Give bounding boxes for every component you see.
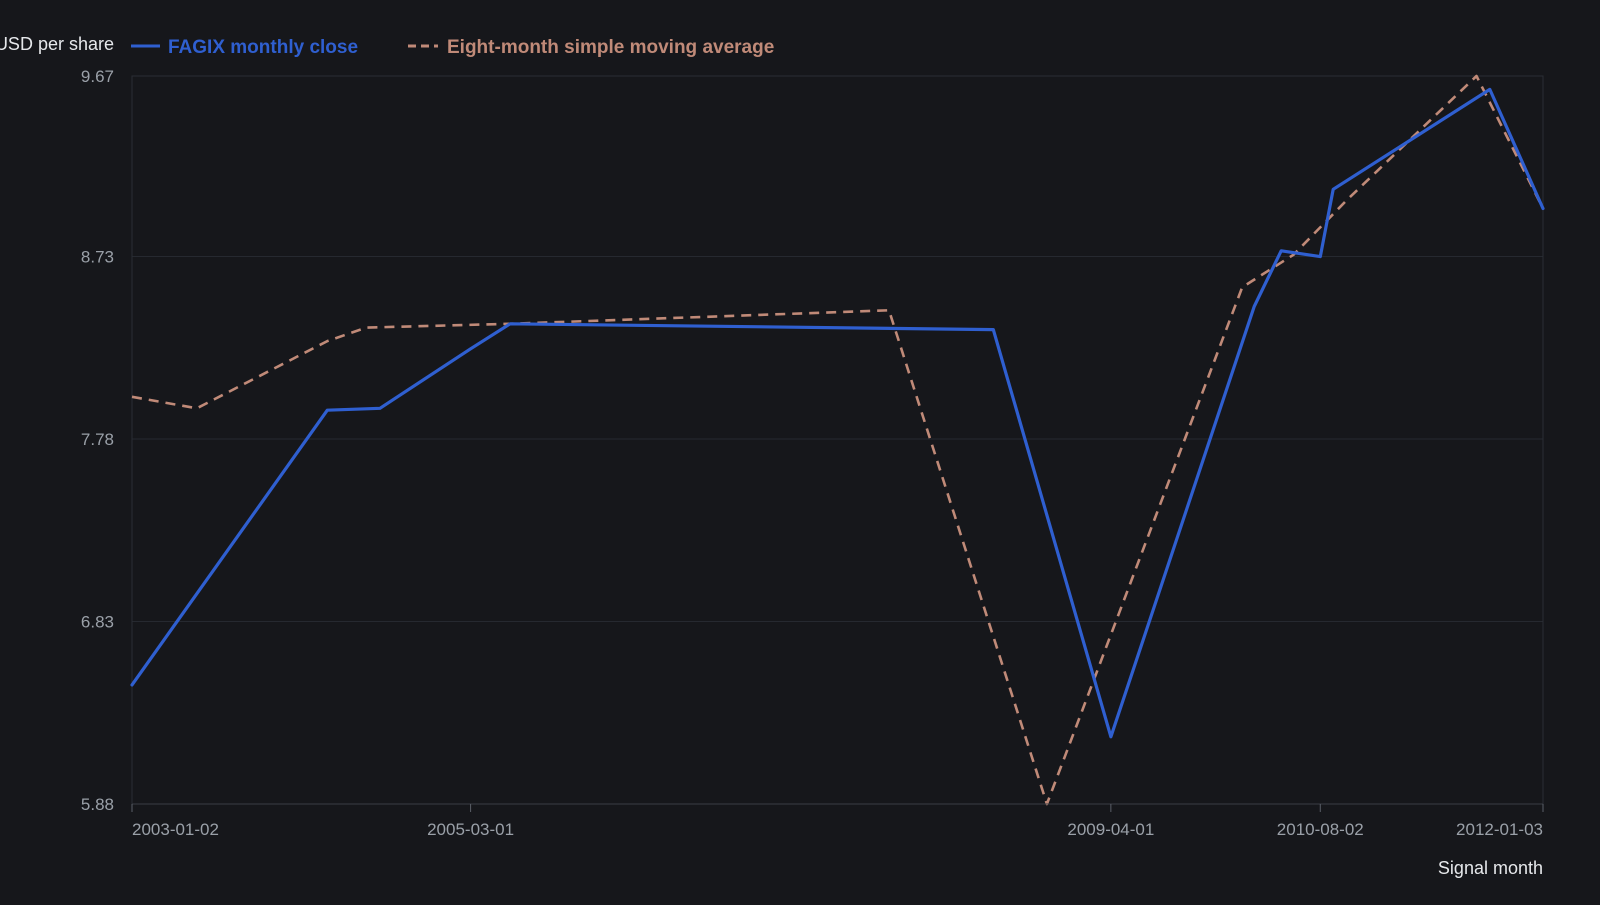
- legend-label-moving-average: Eight-month simple moving average: [447, 37, 774, 58]
- plot-frame: [131, 75, 1544, 805]
- series-line-fagix: [130, 87, 1545, 739]
- legend-label-fagix: FAGIX monthly close: [168, 37, 358, 58]
- x-tick-label: 2005-03-01: [427, 820, 514, 839]
- x-tick-label: 2012-01-03: [1456, 820, 1543, 839]
- x-tick-label: 2009-04-01: [1067, 820, 1154, 839]
- axis-layer: 5.88 6.83 7.78 8.73 9.67 2003-01-02 2005-03-01…: [81, 67, 1544, 839]
- x-tick-label: 2010-08-02: [1277, 820, 1364, 839]
- y-tick-label: 6.83: [81, 613, 114, 632]
- x-tick-label: 2003-01-02: [132, 820, 219, 839]
- legend-item-fagix[interactable]: FAGIX monthly close: [131, 37, 358, 58]
- grid-layer: [132, 75, 1543, 805]
- y-tick-label: 5.88: [81, 795, 114, 814]
- series-layer: [130, 74, 1545, 806]
- x-axis-title: Signal month: [1438, 858, 1543, 878]
- y-tick-label: 7.78: [81, 430, 114, 449]
- y-tick-label: 9.67: [81, 67, 114, 86]
- series-line-moving-average: [131, 74, 1545, 806]
- legend-item-moving-average[interactable]: Eight-month simple moving average: [408, 37, 774, 58]
- y-tick-label: 8.73: [81, 248, 114, 267]
- y-axis-title: USD per share: [0, 34, 114, 54]
- legend: FAGIX monthly close Eight-month simple m…: [131, 37, 774, 58]
